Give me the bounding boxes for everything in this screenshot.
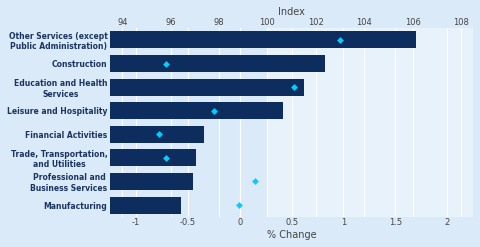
Bar [110,102,283,119]
X-axis label: Index: Index [278,7,305,17]
Bar [110,126,204,143]
Bar [110,197,180,214]
Bar [110,31,416,48]
X-axis label: % Change: % Change [267,230,316,240]
Bar [110,55,325,72]
Bar [110,149,196,166]
Bar [267,28,473,217]
Bar [110,79,304,96]
Bar [110,173,193,190]
